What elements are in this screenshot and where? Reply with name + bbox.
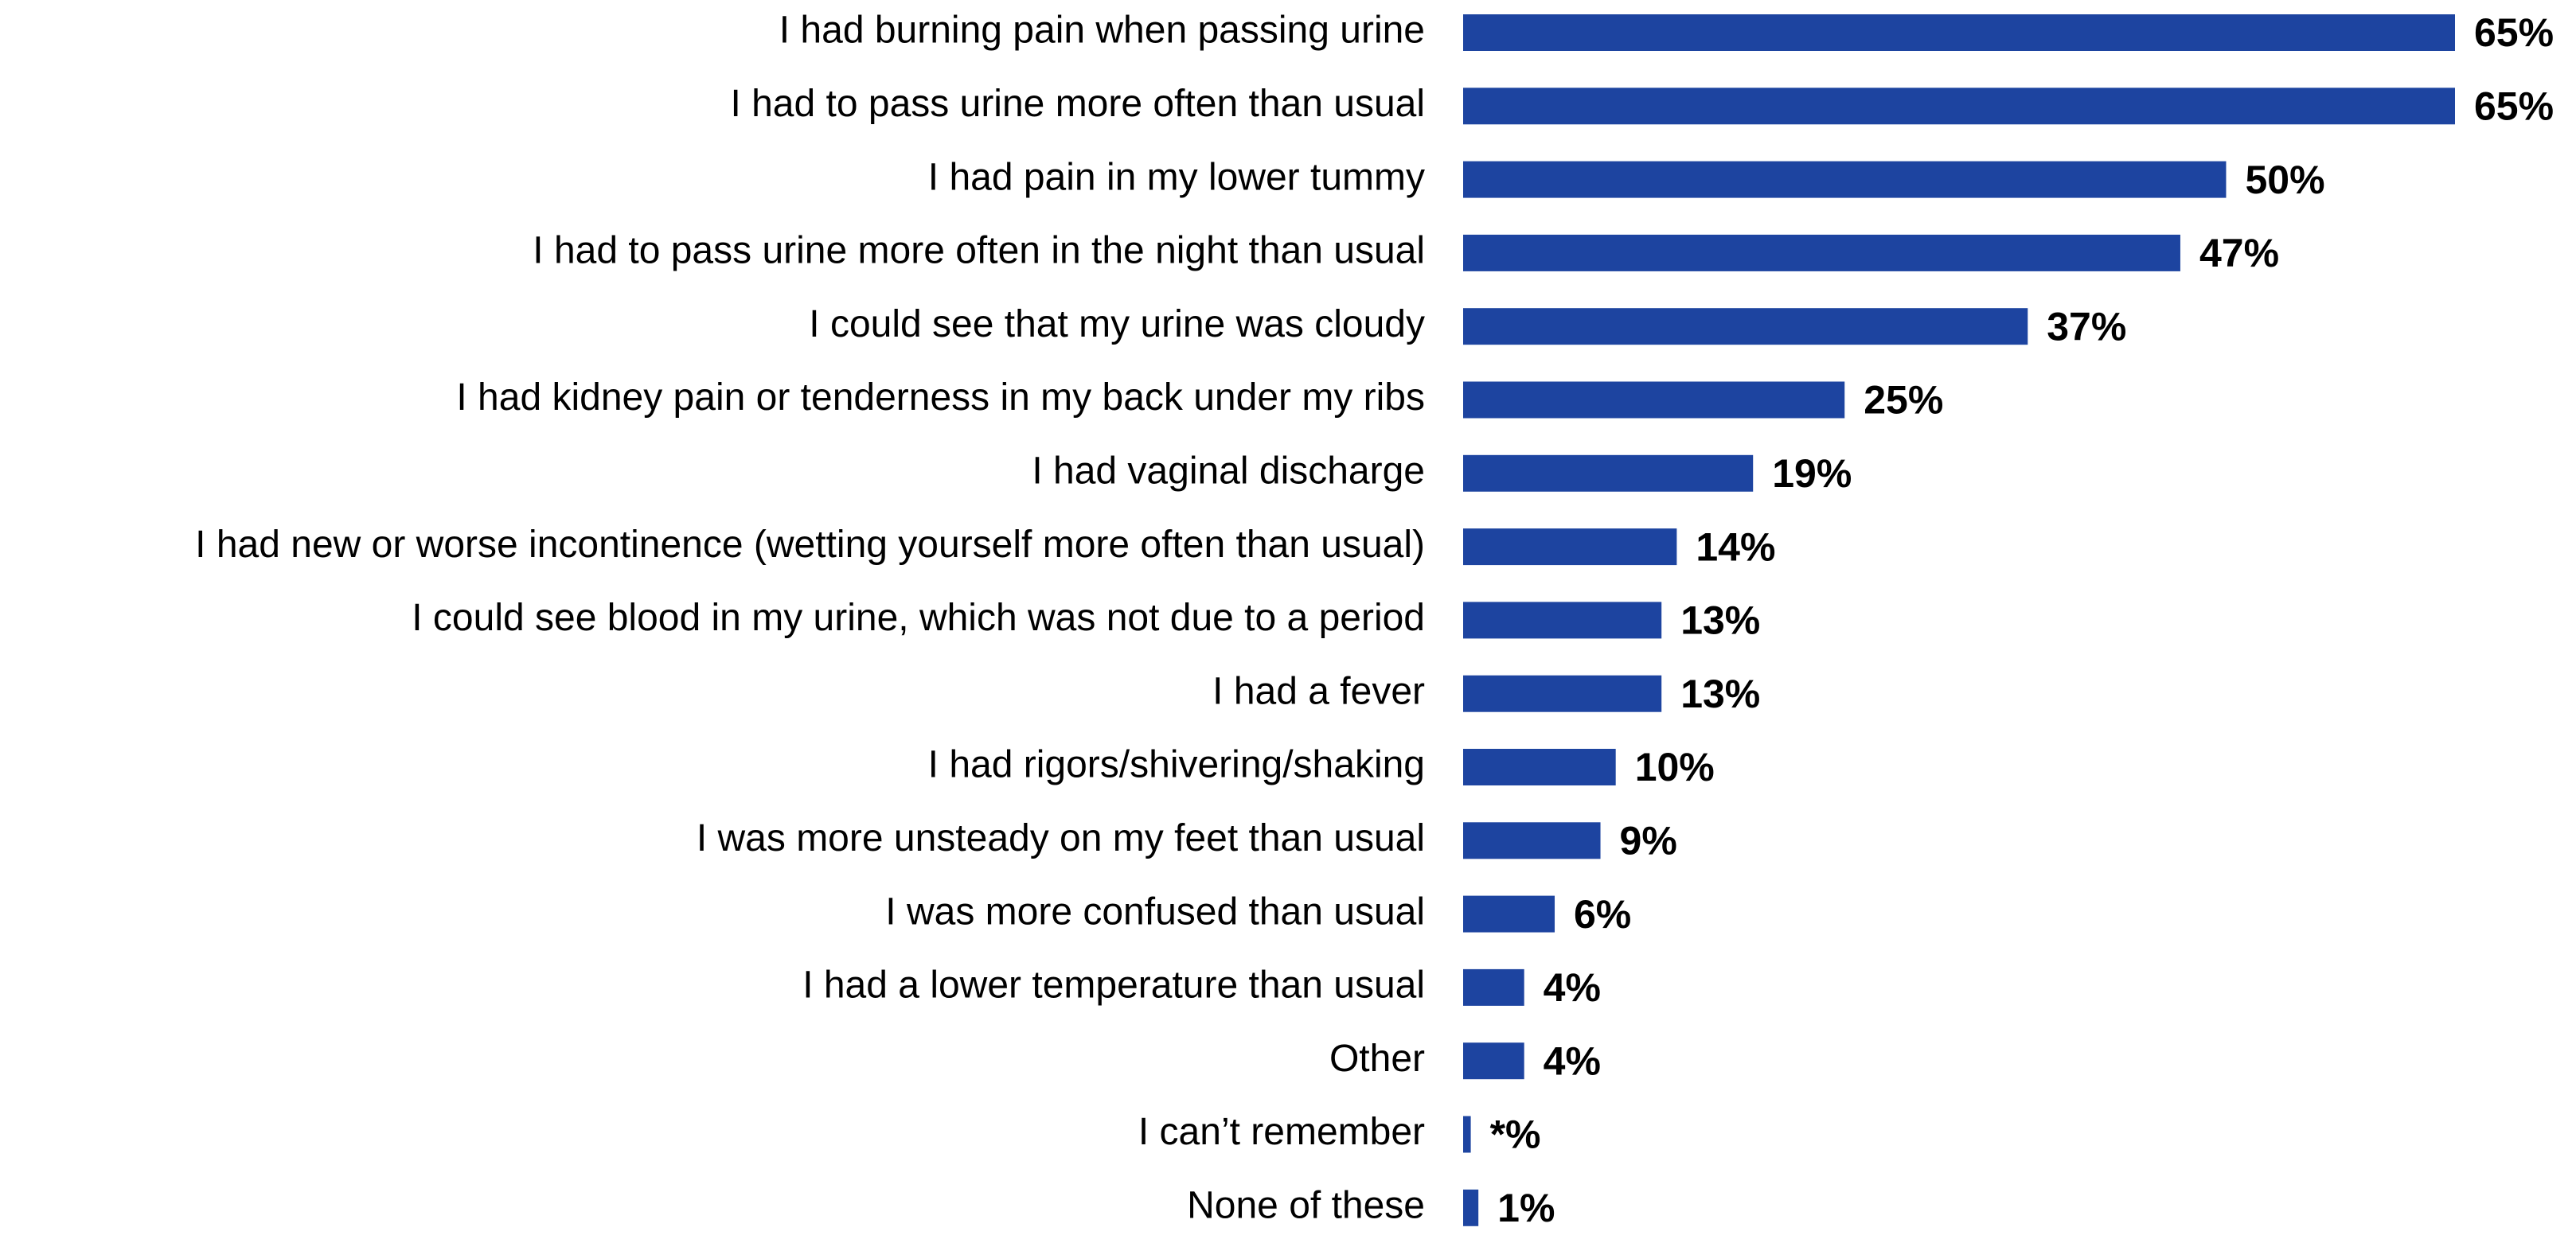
category-label: I had kidney pain or tenderness in my ba…: [456, 376, 1425, 419]
value-label: 25%: [1864, 378, 1943, 423]
bar: [1463, 454, 1754, 492]
bar: [1463, 234, 2180, 271]
value-label: 50%: [2245, 158, 2324, 202]
category-label: I had pain in my lower tummy: [928, 156, 1425, 198]
category-label: I had a lower temperature than usual: [802, 964, 1425, 1007]
category-label: I had vaginal discharge: [1032, 450, 1425, 492]
bar: [1463, 381, 1845, 419]
value-label: *%: [1490, 1112, 1541, 1157]
category-label: None of these: [1187, 1184, 1425, 1226]
bar: [1463, 675, 1662, 712]
category-label: I could see that my urine was cloudy: [809, 303, 1425, 345]
bar: [1463, 749, 1616, 785]
value-label: 37%: [2047, 304, 2126, 349]
bar: [1463, 895, 1555, 933]
category-label: I was more confused than usual: [885, 890, 1425, 933]
bar: [1463, 88, 2455, 125]
category-label: I could see blood in my urine, which was…: [412, 597, 1425, 639]
value-label: 65%: [2474, 10, 2554, 55]
value-label: 4%: [1544, 965, 1601, 1010]
category-label: I had a fever: [1212, 670, 1425, 712]
category-label: Other: [1329, 1038, 1425, 1080]
value-label: 9%: [1620, 819, 1677, 863]
value-label: 10%: [1635, 745, 1715, 789]
value-label: 1%: [1497, 1186, 1555, 1230]
value-label: 47%: [2199, 231, 2279, 275]
value-label: 4%: [1544, 1038, 1601, 1083]
bar: [1463, 1116, 1471, 1153]
bar: [1463, 1042, 1524, 1080]
category-label: I had new or worse incontinence (wetting…: [195, 524, 1425, 566]
value-label: 65%: [2474, 84, 2554, 129]
bar: [1463, 822, 1601, 859]
value-label: 13%: [1680, 672, 1760, 716]
value-label: 14%: [1696, 524, 1775, 569]
bar: [1463, 161, 2227, 198]
bar: [1463, 308, 2028, 345]
value-label: 13%: [1680, 598, 1760, 643]
bar: [1463, 1189, 1479, 1226]
category-label: I had rigors/shivering/shaking: [928, 744, 1425, 786]
value-label: 19%: [1772, 451, 1852, 496]
category-label: I had to pass urine more often than usua…: [730, 83, 1425, 125]
category-label: I had to pass urine more often in the ni…: [533, 230, 1425, 272]
bar: [1463, 528, 1677, 566]
value-label: 6%: [1574, 892, 1631, 937]
category-label: I had burning pain when passing urine: [779, 10, 1425, 52]
bar: [1463, 602, 1662, 639]
bar: [1463, 14, 2455, 51]
category-label: I was more unsteady on my feet than usua…: [697, 817, 1425, 859]
category-label: I can’t remember: [1138, 1111, 1425, 1153]
bar: [1463, 968, 1524, 1006]
